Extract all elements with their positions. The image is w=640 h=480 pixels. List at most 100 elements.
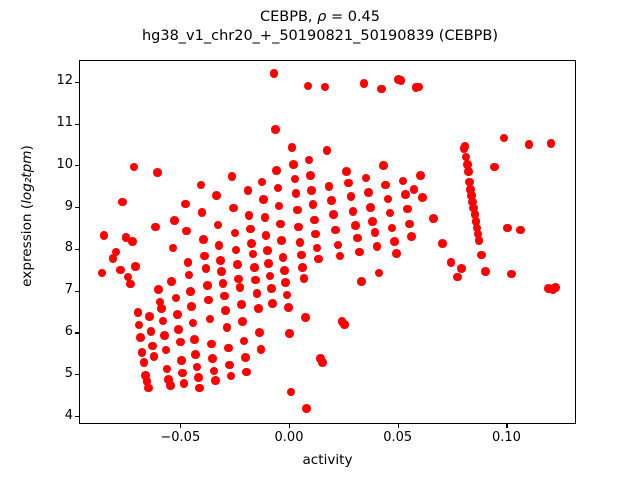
scatter-point <box>467 191 476 200</box>
scatter-point <box>353 233 362 243</box>
scatter-point <box>146 327 156 336</box>
chart-title-rho-symbol: ρ <box>317 9 327 25</box>
scatter-point <box>405 219 414 229</box>
scatter-point <box>385 208 395 218</box>
scatter-point <box>207 339 216 349</box>
scatter-point <box>299 274 309 283</box>
scatter-point <box>134 320 144 330</box>
scatter-point <box>148 341 157 351</box>
scatter-point <box>269 69 279 78</box>
scatter-point <box>366 202 375 212</box>
scatter-point <box>357 276 367 286</box>
scatter-point <box>201 264 211 273</box>
scatter-point <box>359 79 369 88</box>
x-tick-mark <box>397 424 399 428</box>
scatter-point <box>256 345 266 354</box>
scatter-point <box>235 283 245 292</box>
scatter-point <box>243 186 253 195</box>
scatter-point <box>387 223 397 233</box>
scatter-point <box>222 322 232 332</box>
scatter-point <box>133 308 143 317</box>
scatter-point <box>550 283 560 292</box>
scatter-point <box>276 219 285 229</box>
scatter-point <box>429 214 438 223</box>
scatter-point <box>244 211 254 220</box>
scatter-point <box>400 190 410 200</box>
scatter-point <box>210 375 220 385</box>
scatter-point <box>248 249 258 259</box>
scatter-point <box>472 223 482 233</box>
scatter-point <box>272 166 281 175</box>
scatter-point <box>97 268 107 278</box>
scatter-point <box>298 263 307 272</box>
scatter-point <box>166 381 175 391</box>
scatter-point <box>437 239 447 248</box>
scatter-point <box>203 281 212 290</box>
scatter-point <box>145 312 155 322</box>
scatter-point <box>251 275 260 285</box>
scatter-point <box>390 237 399 246</box>
scatter-point <box>128 237 137 246</box>
scatter-point <box>263 246 272 256</box>
scatter-point <box>363 187 373 197</box>
scatter-point <box>260 213 270 222</box>
scatter-point <box>308 200 318 210</box>
scatter-point <box>322 146 332 155</box>
y-tick-label: 12 <box>56 73 73 89</box>
scatter-point <box>157 304 167 313</box>
scatter-point <box>199 235 208 244</box>
scatter-point <box>223 343 233 353</box>
scatter-point <box>226 371 236 381</box>
scatter-point <box>221 306 230 315</box>
scatter-point <box>234 274 243 284</box>
scatter-point <box>312 243 322 253</box>
scatter-point <box>168 243 178 253</box>
y-axis-label-suffix: ) <box>19 145 35 151</box>
scatter-point <box>403 204 412 214</box>
chart-title-line-1: CEBPB, ρ = 0.45 <box>0 8 640 27</box>
scatter-point <box>142 377 152 386</box>
scatter-point <box>99 230 109 240</box>
y-tick-label: 11 <box>56 115 73 131</box>
scatter-point <box>465 177 474 187</box>
scatter-point <box>195 383 204 393</box>
x-tick-label: 0.10 <box>491 430 521 445</box>
scatter-point <box>477 250 486 260</box>
scatter-point <box>253 304 263 313</box>
scatter-point <box>200 251 210 261</box>
scatter-point <box>184 270 194 280</box>
scatter-point <box>368 217 377 226</box>
scatter-point <box>213 220 223 230</box>
scatter-point <box>217 267 227 276</box>
scatter-point <box>123 272 133 282</box>
scatter-point <box>290 174 300 184</box>
scatter-point <box>361 173 371 183</box>
x-tick-label: −0.05 <box>160 430 201 445</box>
scatter-point <box>469 203 479 213</box>
scatter-point <box>273 183 283 193</box>
scatter-point <box>340 319 349 329</box>
scatter-point <box>327 196 336 205</box>
x-axis-label: activity <box>302 452 353 468</box>
scatter-point <box>182 226 191 236</box>
scatter-point <box>377 84 386 94</box>
scatter-point <box>524 140 534 149</box>
scatter-point <box>282 290 292 300</box>
scatter-point <box>304 155 314 165</box>
scatter-point <box>474 236 484 245</box>
scatter-point <box>183 258 193 267</box>
scatter-point <box>261 230 271 240</box>
scatter-point <box>116 265 125 275</box>
scatter-point <box>265 271 275 281</box>
scatter-point <box>179 379 189 388</box>
scatter-point <box>175 337 185 347</box>
scatter-point <box>303 81 313 91</box>
scatter-point <box>108 253 118 263</box>
scatter-point <box>418 193 427 202</box>
scatter-point <box>278 253 288 262</box>
scatter-point <box>307 186 317 195</box>
x-tick-label: 0.00 <box>274 430 304 445</box>
scatter-point <box>180 199 190 209</box>
scatter-point <box>342 167 351 176</box>
